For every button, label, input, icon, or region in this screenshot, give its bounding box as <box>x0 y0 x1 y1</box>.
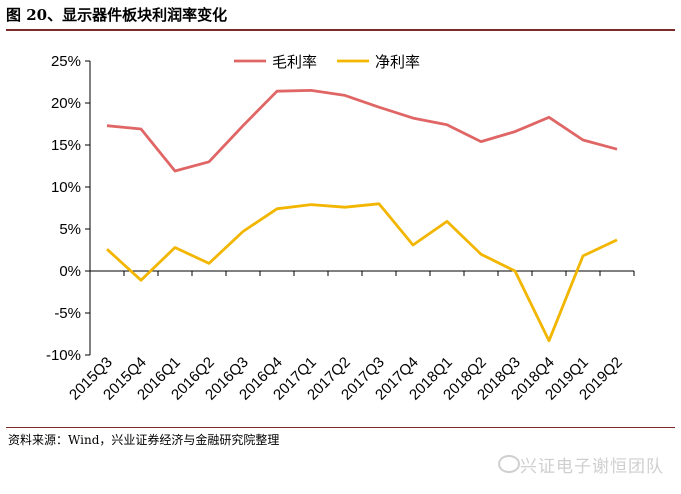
y-tick-label: 0% <box>59 263 81 280</box>
y-tick-label: -5% <box>54 305 81 322</box>
y-tick-label: 5% <box>59 221 81 238</box>
y-tick-label: 10% <box>51 179 81 196</box>
y-tick-label: -10% <box>46 347 81 364</box>
chart-series <box>106 89 618 343</box>
legend-label-gross-margin: 毛利率 <box>272 53 317 71</box>
chart-legend: 毛利率 净利率 <box>234 53 420 71</box>
chart-axes: 25%20%15%10%5%0%-5%-10%2015Q32015Q42016Q… <box>46 53 635 404</box>
y-tick-label: 20% <box>51 95 81 112</box>
title-divider <box>6 29 675 31</box>
figure-title: 图 20、显示器件板块利润率变化 <box>6 6 228 24</box>
legend-label-net-margin: 净利率 <box>375 53 420 71</box>
source-note: 资料来源：Wind，兴业证券经济与金融研究院整理 <box>8 433 280 447</box>
gross-margin-line <box>106 89 618 173</box>
y-tick-label: 25% <box>51 53 81 70</box>
footer-divider <box>6 427 675 428</box>
watermark-text: 兴证电子谢恒团队 <box>520 457 664 477</box>
net-margin-line <box>106 202 618 343</box>
y-tick-label: 15% <box>51 137 81 154</box>
wechat-icon <box>498 455 520 473</box>
